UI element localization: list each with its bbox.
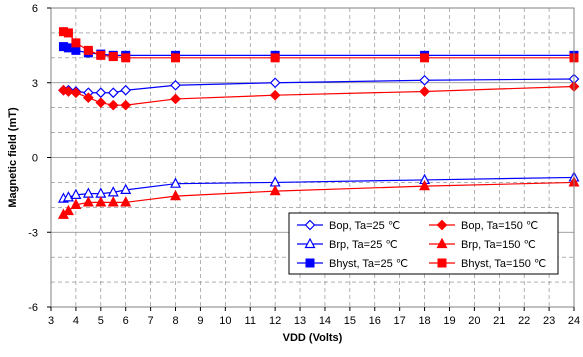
data-point [120,183,132,194]
data-point [70,198,82,209]
legend-marker [436,237,448,249]
x-tick-label: 19 [443,315,455,327]
legend-marker [437,258,447,268]
data-point [120,196,132,207]
x-tick-label: 8 [172,315,178,327]
data-point [70,87,82,99]
x-tick-label: 10 [219,315,231,327]
data-point [121,53,131,63]
x-axis-ticks: 3 4 5 6 7 8 9 10 11 12 13 14 15 16 17 18 19 20 21 22 23 24 [48,307,580,327]
y-tick-label: -3 [28,227,38,239]
data-point [70,188,82,199]
data-point [83,45,93,55]
data-point [269,77,281,89]
series-1 [58,81,580,111]
series-5 [58,27,579,63]
data-point [171,53,181,63]
legend-label: Brp, Ta=25 ℃ [329,239,398,251]
data-point [107,186,119,197]
data-point [71,45,81,55]
series-line [63,176,575,200]
x-tick-label: 5 [98,315,104,327]
y-tick-label: 3 [32,78,38,90]
data-point [269,176,281,187]
data-point [96,50,106,60]
series-3 [57,176,580,219]
series-2 [57,171,580,203]
data-point [95,87,107,99]
data-point [269,89,281,101]
legend-marker [305,258,315,268]
x-tick-label: 22 [518,315,530,327]
x-tick-label: 15 [344,315,356,327]
data-point [419,86,430,97]
legend-label: Bhyst, Ta=150 ℃ [461,258,546,270]
data-point [82,187,94,198]
data-point [95,97,107,109]
data-point [170,79,181,91]
series-line [63,181,575,216]
series-line [63,46,574,56]
series-line [63,31,574,59]
x-tick-label: 6 [123,315,129,327]
series-line [63,78,575,94]
data-point [170,177,182,188]
y-tick-label: 6 [32,3,38,15]
data-point [120,84,132,96]
x-tick-label: 21 [493,315,505,327]
legend-label: Brp, Ta=150 ℃ [461,239,536,251]
data-point [108,52,118,62]
y-tick-label: 0 [32,153,38,165]
x-tick-label: 12 [269,315,281,327]
x-tick-label: 3 [48,315,54,327]
x-tick-label: 23 [543,315,555,327]
legend-marker [436,219,448,231]
legend-label: Bop, Ta=150 ℃ [461,220,538,232]
y-axis-ticks: -6 -3 0 3 6 [28,3,51,314]
data-point [170,93,181,105]
legend-label: Bop, Ta=25 ℃ [329,220,400,232]
x-tick-label: 24 [568,315,580,327]
data-point [107,196,119,207]
legend-marker [304,219,316,231]
x-tick-label: 9 [197,315,203,327]
data-point [170,189,182,201]
data-point [83,92,94,104]
x-tick-label: 7 [148,315,154,327]
x-tick-label: 17 [394,315,406,327]
data-point [107,87,119,99]
x-axis-label: VDD (Volts) [283,332,343,344]
data-point [419,179,431,191]
data-point [269,184,281,196]
x-tick-label: 13 [294,315,306,327]
data-point [63,86,74,97]
x-tick-label: 14 [319,315,331,327]
series-layer [57,27,580,219]
data-point [62,204,74,216]
data-point [82,196,94,207]
data-point [95,196,107,207]
legend-label: Bhyst, Ta=25 ℃ [329,258,408,270]
data-point [420,53,430,63]
x-tick-label: 20 [468,315,480,327]
x-tick-label: 11 [245,315,256,327]
data-point [120,99,132,111]
x-tick-label: 4 [73,315,79,327]
data-point [107,99,119,111]
data-point [63,43,73,53]
data-point [71,38,81,48]
legend-marker [304,237,316,249]
y-axis-label: Magnetic field (mT) [7,107,19,208]
x-tick-label: 18 [418,315,430,327]
data-point [270,53,280,63]
legend: Bop, Ta=25 ℃ Bop, Ta=150 ℃ Brp, Ta=25 ℃ Brp… [288,212,559,275]
x-tick-label: 16 [369,315,381,327]
y-tick-label: -6 [28,302,38,314]
data-point [419,74,430,86]
series-4 [58,42,579,60]
legend-box [288,212,559,275]
data-point [63,28,73,38]
